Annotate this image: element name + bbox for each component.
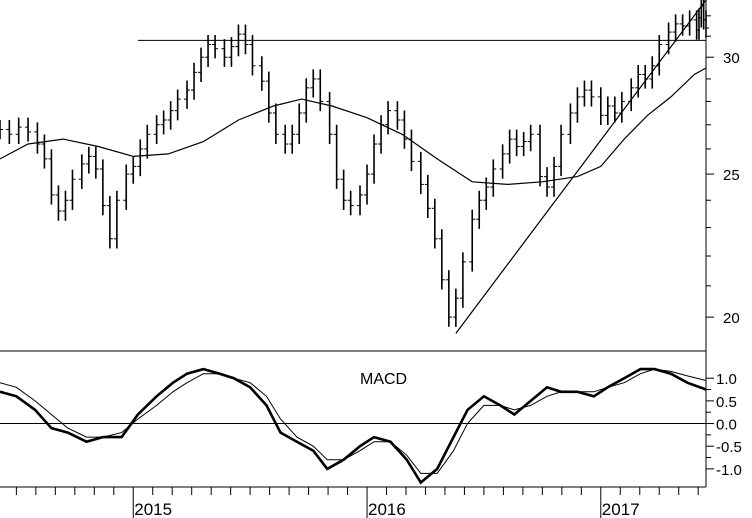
moving-average-line (0, 67, 707, 186)
uptrend-line (455, 0, 707, 334)
year-tick-label: 2015 (134, 500, 172, 518)
price-tick-label: 25 (723, 167, 740, 184)
macd-tick-label: -1.0 (716, 462, 742, 479)
price-panel (0, 0, 709, 334)
price-tick-label: 30 (723, 50, 740, 67)
year-tick-label: 2017 (602, 500, 640, 518)
macd-tick-label: 0.5 (716, 394, 737, 411)
macd-panel (0, 367, 707, 485)
macd-tick-label: 1.0 (716, 371, 737, 388)
price-tick-label: 20 (723, 310, 740, 327)
signal-line (0, 368, 707, 474)
macd-tick-label: -0.5 (716, 439, 742, 456)
year-tick-label: 2016 (368, 500, 406, 518)
macd-tick-label: 0.0 (716, 417, 737, 434)
macd-line (0, 367, 707, 485)
macd-label: MACD (360, 371, 407, 388)
